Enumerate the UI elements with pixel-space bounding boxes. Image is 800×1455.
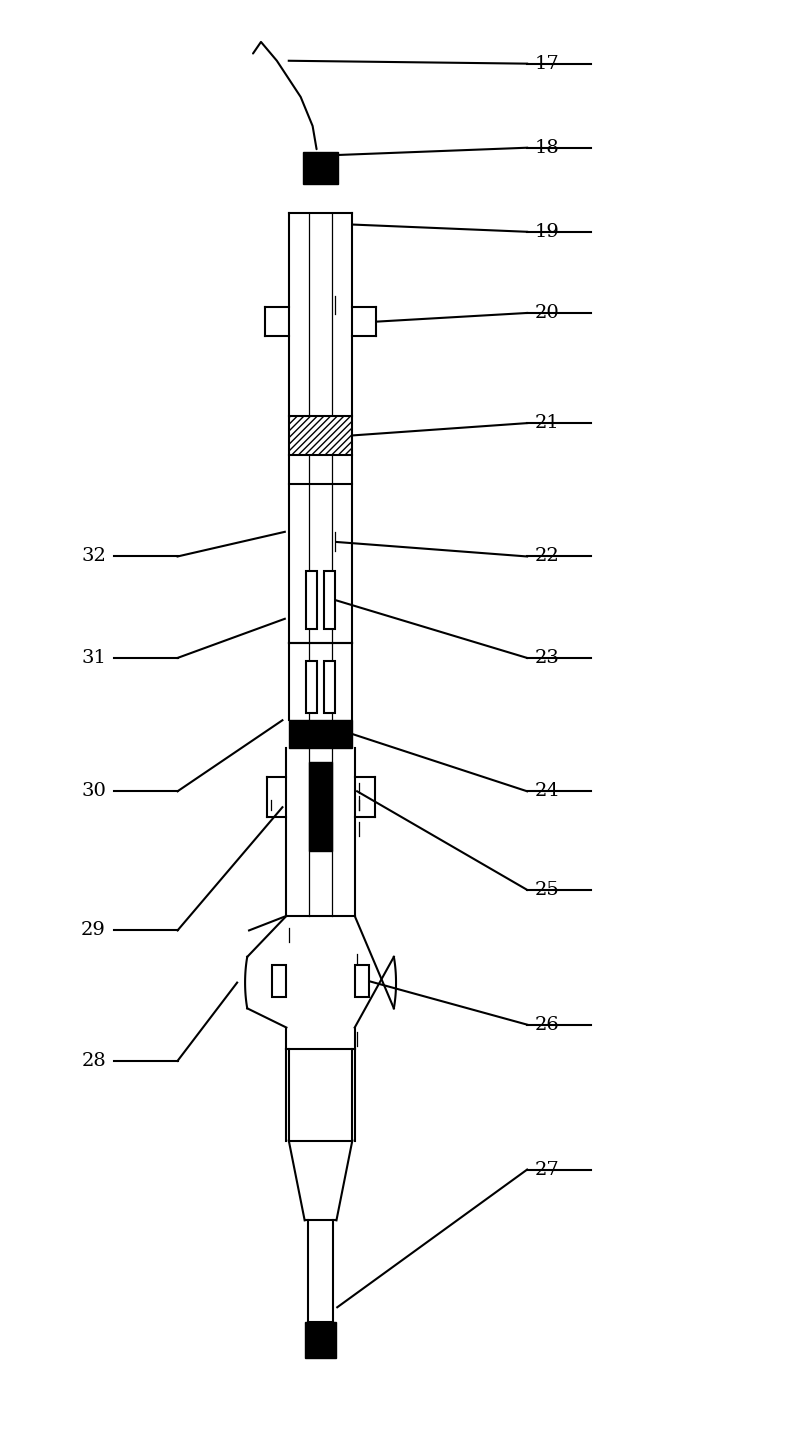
Text: 21: 21 bbox=[535, 415, 560, 432]
Bar bbox=[309, 762, 333, 851]
Bar bbox=[306, 570, 318, 629]
Text: 24: 24 bbox=[535, 783, 560, 800]
Text: 18: 18 bbox=[535, 138, 560, 157]
Bar bbox=[302, 153, 338, 183]
Bar bbox=[324, 570, 335, 629]
Text: 22: 22 bbox=[535, 547, 560, 566]
Bar bbox=[289, 416, 352, 455]
Bar bbox=[305, 1321, 337, 1358]
Text: 30: 30 bbox=[81, 783, 106, 800]
Text: 31: 31 bbox=[81, 649, 106, 666]
Bar bbox=[306, 661, 318, 713]
Text: 17: 17 bbox=[535, 55, 560, 73]
Text: 27: 27 bbox=[535, 1161, 560, 1179]
Text: 32: 32 bbox=[81, 547, 106, 566]
Text: 19: 19 bbox=[535, 223, 560, 240]
Bar bbox=[272, 965, 286, 997]
Bar bbox=[354, 965, 369, 997]
Text: 25: 25 bbox=[535, 880, 560, 899]
Text: 26: 26 bbox=[535, 1016, 560, 1033]
Text: 29: 29 bbox=[81, 921, 106, 940]
Bar bbox=[324, 661, 335, 713]
Bar bbox=[289, 720, 352, 748]
Text: 23: 23 bbox=[535, 649, 560, 666]
Text: 28: 28 bbox=[82, 1052, 106, 1069]
Text: 20: 20 bbox=[535, 304, 560, 322]
